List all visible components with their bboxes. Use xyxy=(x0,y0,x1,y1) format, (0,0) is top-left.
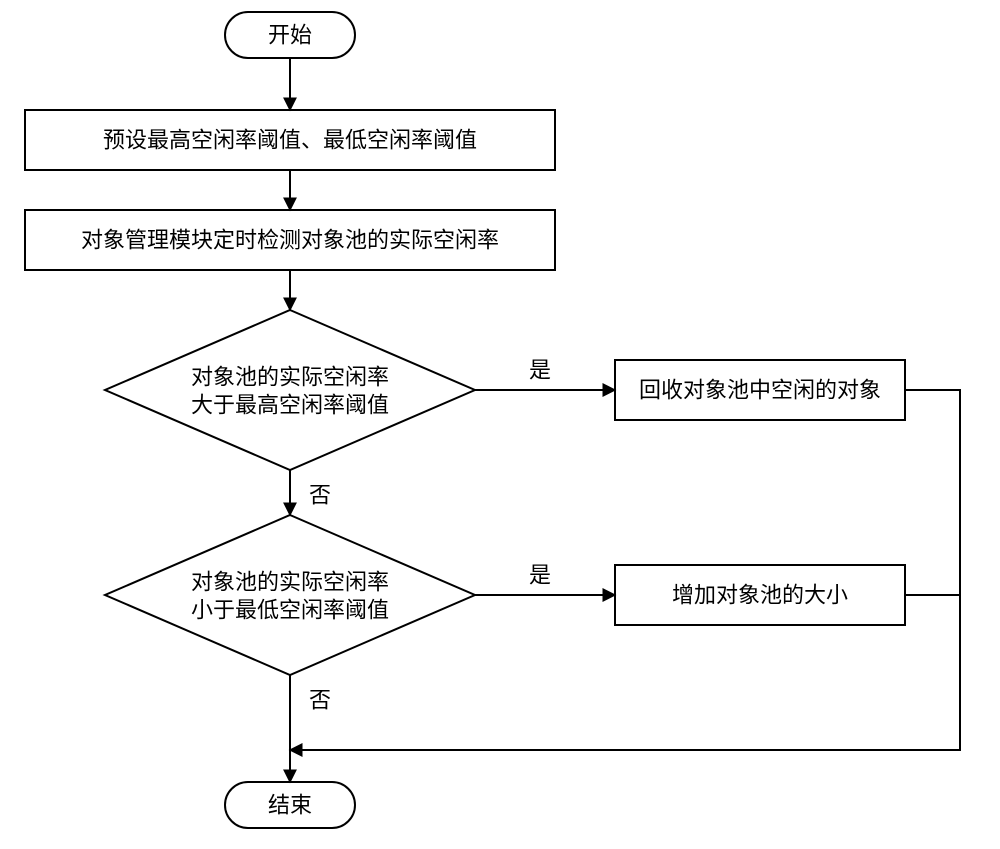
d2-line2: 小于最低空闲率阈值 xyxy=(191,598,389,623)
d1-line2: 大于最高空闲率阈值 xyxy=(191,393,389,418)
label-d1-no: 否 xyxy=(309,483,331,508)
d1 xyxy=(105,310,475,470)
d2-line1: 对象池的实际空闲率 xyxy=(191,570,389,595)
detect-label: 对象管理模块定时检测对象池的实际空闲率 xyxy=(81,228,499,253)
label-d2-no: 否 xyxy=(309,688,331,713)
increase-label: 增加对象池的大小 xyxy=(672,583,848,608)
preset-label: 预设最高空闲率阈值、最低空闲率阈值 xyxy=(103,128,477,153)
start-label: 开始 xyxy=(268,23,312,48)
d1-line1: 对象池的实际空闲率 xyxy=(191,365,389,390)
end-label: 结束 xyxy=(268,793,312,818)
edge-recycle-merge xyxy=(290,390,960,750)
d2 xyxy=(105,515,475,675)
recycle-label: 回收对象池中空闲的对象 xyxy=(639,378,881,403)
label-d2-yes: 是 xyxy=(529,563,551,588)
label-d1-yes: 是 xyxy=(529,358,551,383)
